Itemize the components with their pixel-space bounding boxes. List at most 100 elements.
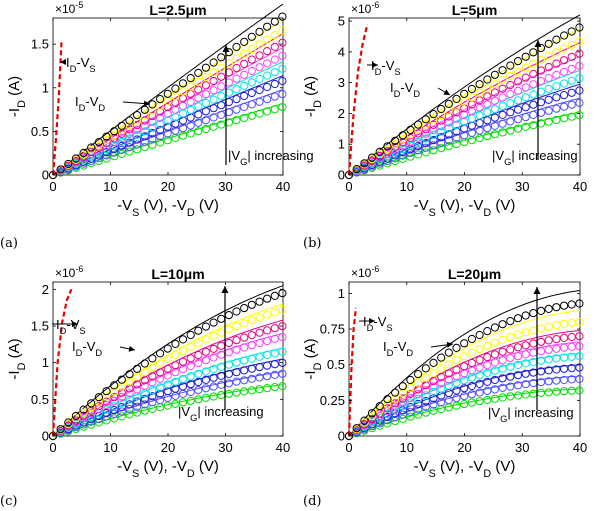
data-point bbox=[398, 148, 407, 157]
x-tick-label: 40 bbox=[276, 179, 290, 194]
data-point bbox=[125, 400, 134, 409]
data-point bbox=[178, 335, 188, 344]
data-point bbox=[110, 131, 119, 140]
data-point bbox=[560, 301, 569, 310]
x-axis-label: -VS (V), -VD (V) bbox=[414, 458, 516, 480]
data-point bbox=[498, 335, 507, 344]
data-point bbox=[224, 78, 233, 87]
data-point bbox=[194, 386, 203, 395]
data-point bbox=[475, 355, 484, 365]
data-point bbox=[437, 384, 446, 393]
data-point bbox=[521, 83, 530, 92]
data-point bbox=[133, 402, 142, 411]
data-point bbox=[429, 394, 438, 403]
data-point bbox=[278, 103, 287, 112]
data-point bbox=[414, 389, 423, 399]
data-point bbox=[575, 352, 584, 361]
data-point bbox=[87, 147, 96, 157]
data-point bbox=[460, 400, 469, 409]
data-point bbox=[209, 392, 218, 401]
data-point bbox=[398, 406, 407, 415]
data-point bbox=[452, 133, 461, 142]
data-point bbox=[240, 319, 249, 328]
data-point bbox=[529, 59, 538, 68]
data-point bbox=[148, 354, 157, 363]
data-point bbox=[414, 120, 423, 129]
data-point bbox=[186, 121, 195, 130]
x-tick-label: 30 bbox=[218, 440, 232, 455]
data-point bbox=[140, 359, 149, 368]
data-point bbox=[278, 90, 287, 99]
data-point bbox=[552, 115, 561, 125]
data-point bbox=[560, 114, 569, 123]
data-point bbox=[414, 142, 423, 151]
data-point bbox=[544, 355, 553, 364]
y-tick-label: 1 bbox=[338, 286, 345, 301]
data-point bbox=[186, 74, 195, 83]
data-point bbox=[567, 342, 576, 351]
data-point bbox=[94, 154, 104, 163]
data-point bbox=[171, 84, 180, 93]
data-point bbox=[375, 150, 384, 159]
data-point bbox=[156, 383, 165, 392]
data-point bbox=[567, 332, 576, 342]
increasing-label: |VG| increasing bbox=[178, 404, 264, 423]
data-point bbox=[375, 402, 384, 411]
data-point bbox=[117, 398, 126, 407]
data-point bbox=[201, 90, 210, 99]
data-point bbox=[575, 317, 584, 327]
data-point bbox=[391, 402, 400, 411]
data-point bbox=[178, 131, 188, 140]
data-point bbox=[575, 299, 584, 308]
data-point bbox=[444, 99, 453, 109]
data-point bbox=[536, 337, 546, 346]
data-point bbox=[140, 132, 149, 141]
data-point bbox=[560, 56, 569, 65]
data-point bbox=[217, 53, 226, 62]
data-point bbox=[575, 37, 584, 46]
x-tick-label: 20 bbox=[161, 440, 175, 455]
data-point bbox=[536, 306, 546, 315]
data-point bbox=[201, 116, 210, 125]
data-point bbox=[148, 372, 157, 381]
data-point bbox=[278, 38, 287, 47]
data-point bbox=[521, 369, 530, 378]
data-point bbox=[270, 17, 279, 26]
data-point bbox=[414, 399, 423, 409]
data-point bbox=[575, 98, 584, 107]
data-point bbox=[421, 134, 430, 143]
data-point bbox=[552, 104, 561, 113]
data-point bbox=[140, 406, 149, 415]
data-point bbox=[421, 115, 430, 124]
data-point bbox=[513, 360, 523, 370]
data-point bbox=[140, 137, 149, 146]
data-point bbox=[483, 353, 492, 362]
x-tick-label: 0 bbox=[345, 440, 352, 455]
data-point bbox=[437, 116, 446, 125]
data-point bbox=[186, 387, 195, 397]
data-point bbox=[421, 143, 430, 152]
data-point bbox=[71, 154, 81, 163]
id-vd-label: ID-VD bbox=[75, 94, 105, 113]
data-point bbox=[560, 387, 569, 396]
id-vd-arrow bbox=[122, 100, 151, 107]
data-point bbox=[483, 116, 492, 125]
data-point bbox=[247, 316, 256, 325]
data-point bbox=[475, 88, 484, 97]
data-point bbox=[217, 92, 226, 101]
data-point bbox=[278, 12, 287, 21]
data-point bbox=[383, 404, 392, 413]
increasing-label: |VG| increasing bbox=[492, 148, 578, 167]
data-point bbox=[178, 374, 188, 384]
data-point bbox=[217, 101, 226, 110]
data-point bbox=[452, 386, 461, 395]
data-point bbox=[467, 93, 476, 102]
data-point bbox=[552, 303, 561, 312]
data-point bbox=[224, 108, 233, 117]
y-tick-label: 0.5 bbox=[31, 392, 49, 407]
data-point bbox=[263, 326, 272, 335]
data-point bbox=[163, 364, 172, 373]
id-vd-arrow bbox=[437, 87, 451, 96]
data-point bbox=[506, 71, 515, 81]
data-point bbox=[247, 55, 256, 64]
